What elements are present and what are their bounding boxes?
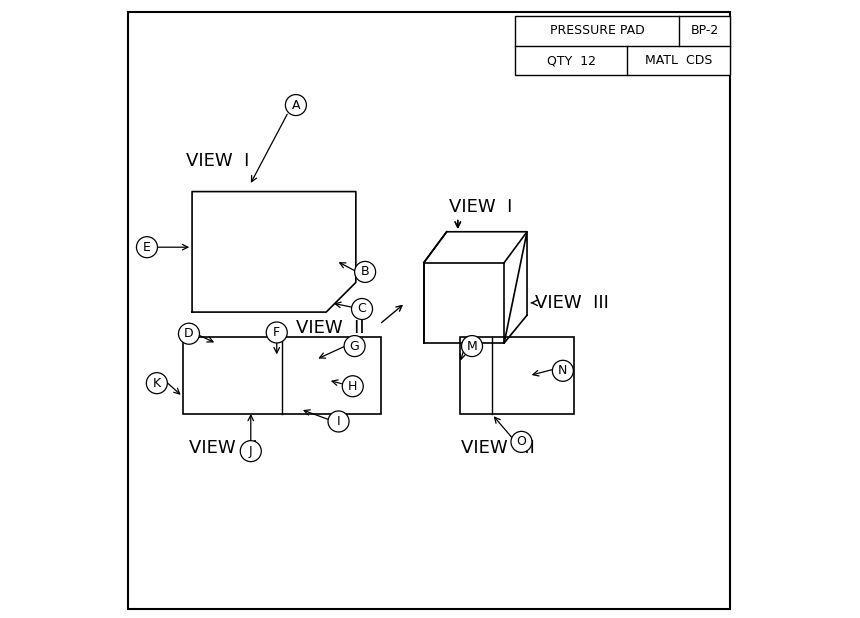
Text: VIEW  II: VIEW II	[297, 318, 366, 337]
Circle shape	[286, 95, 306, 116]
Circle shape	[328, 411, 349, 432]
Circle shape	[552, 360, 574, 381]
Text: K: K	[153, 376, 161, 390]
Circle shape	[354, 261, 376, 282]
Text: J: J	[249, 444, 253, 458]
Text: BP-2: BP-2	[691, 24, 719, 38]
Text: QTY  12: QTY 12	[547, 54, 596, 67]
Circle shape	[146, 373, 168, 394]
Text: I: I	[337, 415, 341, 428]
Text: VIEW  III: VIEW III	[535, 294, 609, 312]
Circle shape	[179, 323, 200, 344]
Text: PRESSURE PAD: PRESSURE PAD	[550, 24, 644, 38]
Circle shape	[240, 441, 261, 462]
Circle shape	[267, 322, 287, 343]
Circle shape	[137, 237, 157, 258]
Text: E: E	[143, 240, 150, 254]
Text: VIEW  II: VIEW II	[189, 439, 258, 457]
Circle shape	[462, 336, 482, 357]
Text: MATL  CDS: MATL CDS	[645, 54, 712, 67]
Text: VIEW  III: VIEW III	[461, 439, 535, 457]
Circle shape	[511, 431, 532, 452]
Bar	[515, 16, 730, 75]
Bar	[183, 337, 381, 414]
Text: H: H	[348, 379, 358, 393]
Text: G: G	[350, 339, 359, 353]
Text: VIEW  I: VIEW I	[186, 152, 249, 170]
Bar	[459, 337, 574, 414]
Text: B: B	[361, 265, 370, 279]
Text: F: F	[273, 326, 280, 339]
Circle shape	[342, 376, 363, 397]
Text: A: A	[292, 98, 300, 112]
Text: VIEW  I: VIEW I	[449, 198, 512, 216]
Text: O: O	[517, 435, 526, 449]
Circle shape	[344, 336, 366, 357]
Text: M: M	[467, 339, 477, 353]
Text: C: C	[358, 302, 366, 316]
Text: N: N	[558, 364, 568, 378]
Text: D: D	[184, 327, 194, 341]
Circle shape	[352, 298, 372, 320]
